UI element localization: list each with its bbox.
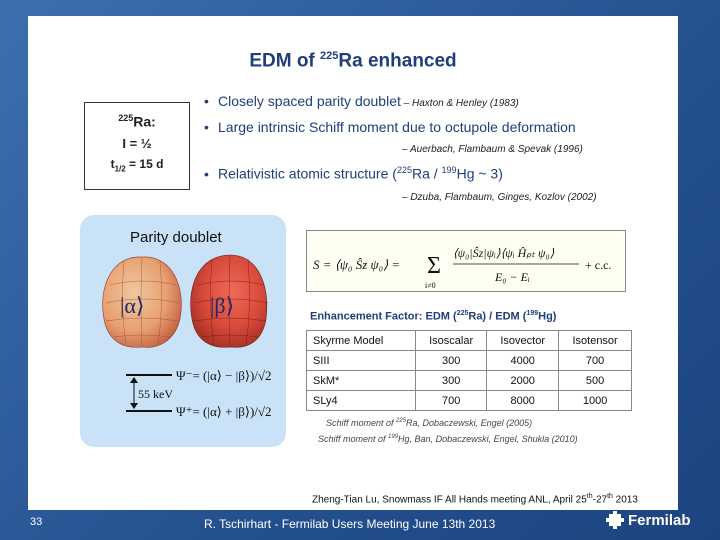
nucleus-alpha	[102, 256, 182, 348]
table-cell: 300	[415, 350, 488, 371]
table-row: SkM* 300 2000 500	[305, 370, 632, 391]
reference-ra: Schiff moment of 225Ra, Dobaczewski, Eng…	[326, 418, 533, 428]
formula-tail: + c.c.	[585, 258, 611, 272]
presenter-footer: R. Tschirhart - Fermilab Users Meeting J…	[204, 517, 496, 531]
isotope-label: 225Ra:	[118, 113, 156, 130]
table-cell: 500	[558, 370, 632, 391]
formula-sum-index: i≠0	[425, 281, 436, 290]
citation-dzuba: – Dzuba, Flambaum, Ginges, Kozlov (2002)	[402, 192, 597, 203]
parity-doublet-panel: Parity doublet	[80, 215, 286, 447]
parity-doublet-title: Parity doublet	[130, 229, 222, 246]
table-header-cell: Skyrme Model	[305, 330, 417, 351]
fermilab-logo-text: Fermilab	[628, 511, 691, 529]
slide-title: EDM of 225Ra enhanced	[249, 50, 457, 72]
table-cell: 4000	[486, 350, 560, 371]
table-cell: 700	[415, 390, 488, 411]
enhancement-factor-title: Enhancement Factor: EDM (225Ra) / EDM (1…	[310, 310, 557, 323]
table-cell: 700	[558, 350, 632, 371]
psi-minus-state: Ψ⁻= (|α⟩ − |β⟩)/√2	[176, 368, 272, 383]
table-cell: 2000	[486, 370, 560, 391]
table-cell: SkM*	[305, 370, 417, 391]
beta-state-label: |β⟩	[210, 293, 234, 318]
formula-lhs: S = ⟨ψ₀ Ŝz ψ₀⟩ =	[313, 257, 400, 272]
source-note: Zheng-Tian Lu, Snowmass IF All Hands mee…	[312, 493, 638, 506]
slide-content: EDM of 225Ra enhanced 225Ra: I = ½ t1/2 …	[28, 16, 678, 510]
table-cell: 8000	[486, 390, 560, 411]
table-cell: SIII	[305, 350, 417, 371]
table-row: SIII 300 4000 700	[305, 350, 632, 371]
spin-label: I = ½	[122, 135, 152, 151]
fermilab-logo-icon	[606, 511, 624, 529]
table-header-row: Skyrme Model Isoscalar Isovector Isotens…	[305, 330, 632, 351]
table-header-cell: Isovector	[486, 330, 560, 351]
half-life-label: t1/2 = 15 d	[110, 156, 164, 174]
psi-plus-state: Ψ⁺= (|α⟩ + |β⟩)/√2	[176, 404, 272, 419]
bullet-parity-doublet: • Closely spaced parity doublet – Haxton …	[204, 93, 519, 109]
energy-gap-label: 55 keV	[138, 387, 173, 401]
table-row: SLy4 700 8000 1000	[305, 390, 632, 411]
fermilab-logo: Fermilab	[606, 510, 691, 530]
enhancement-table: Skyrme Model Isoscalar Isovector Isotens…	[305, 330, 632, 411]
bullet-atomic-structure: • Relativistic atomic structure (225Ra / …	[204, 165, 503, 182]
parity-doublet-diagram: |α⟩ |β⟩ 55 keV Ψ⁻= (|α⟩ − |β⟩)/√2 Ψ⁺= (|…	[102, 254, 272, 419]
formula-sum: Σ	[427, 253, 441, 279]
radium-info-box: 225Ra: I = ½ t1/2 = 15 d	[84, 102, 190, 190]
alpha-state-label: |α⟩	[120, 293, 145, 318]
bullet-schiff-moment: • Large intrinsic Schiff moment due to oc…	[204, 119, 576, 135]
table-cell: 1000	[558, 390, 632, 411]
reference-hg: Schiff moment of 199Hg, Ban, Dobaczewski…	[318, 434, 578, 444]
table-cell: 300	[415, 370, 488, 391]
nucleus-beta	[190, 254, 269, 348]
citation-auerbach: – Auerbach, Flambaum & Spevak (1996)	[402, 144, 583, 155]
table-cell: SLy4	[305, 390, 417, 411]
schiff-moment-formula: S = ⟨ψ₀ Ŝz ψ₀⟩ = Σ i≠0 ⟨ψ₀|Ŝz|ψᵢ⟩⟨ψᵢ Ĥₚₜ…	[306, 230, 626, 292]
formula-denominator: E₀ − Eᵢ	[494, 270, 530, 284]
page-number: 33	[30, 516, 43, 528]
table-header-cell: Isoscalar	[415, 330, 488, 351]
table-header-cell: Isotensor	[558, 330, 632, 351]
formula-numerator: ⟨ψ₀|Ŝz|ψᵢ⟩⟨ψᵢ Ĥₚₜ ψ₀⟩	[453, 246, 555, 260]
